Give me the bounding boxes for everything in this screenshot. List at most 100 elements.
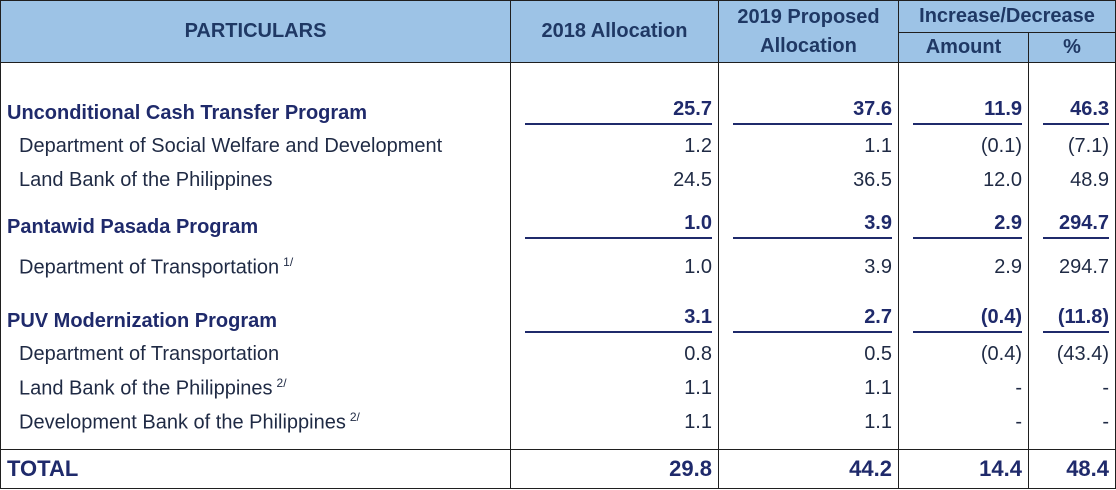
header-2019-line1: 2019 Proposed bbox=[737, 5, 880, 28]
program-amount: 2.9 bbox=[898, 197, 1029, 243]
program-2018: 3.1 bbox=[510, 291, 719, 337]
table-body: Unconditional Cash Transfer Program 25.7 3… bbox=[0, 62, 1116, 489]
program-percent-value: (11.8) bbox=[1043, 306, 1110, 333]
agency-2019: 1.1 bbox=[718, 371, 899, 405]
agency-amount: (0.4) bbox=[898, 337, 1029, 371]
agency-name-cell: Department of Transportation 1/ bbox=[0, 243, 511, 291]
agency-name-cell: Development Bank of the Philippines 2/ bbox=[0, 405, 511, 439]
agency-2019: 1.1 bbox=[718, 405, 899, 439]
program-amount: (0.4) bbox=[898, 291, 1029, 337]
footnote-marker: 2/ bbox=[349, 409, 360, 424]
program-2018-value: 25.7 bbox=[525, 98, 712, 125]
agency-2018: 0.8 bbox=[510, 337, 719, 371]
program-row: Unconditional Cash Transfer Program 25.7 3… bbox=[0, 83, 1116, 129]
agency-2018: 1.1 bbox=[510, 371, 719, 405]
program-percent: (11.8) bbox=[1027, 291, 1116, 337]
footnote-marker: 1/ bbox=[283, 254, 294, 269]
program-amount-value: 2.9 bbox=[913, 212, 1022, 239]
agency-name-cell: Land Bank of the Philippines 2/ bbox=[0, 371, 511, 405]
program-2019-value: 2.7 bbox=[733, 306, 892, 333]
spacer-row bbox=[0, 62, 1116, 83]
program-row: Pantawid Pasada Program 1.0 3.9 2.9 294.7 bbox=[0, 197, 1116, 243]
header-percent: % bbox=[1027, 32, 1116, 63]
agency-name: Land Bank of the Philippines bbox=[19, 377, 273, 400]
program-2019: 37.6 bbox=[718, 83, 899, 129]
program-2019-value: 37.6 bbox=[733, 98, 892, 125]
spacer-cell bbox=[0, 439, 511, 450]
agency-2019: 1.1 bbox=[718, 129, 899, 163]
header-particulars: PARTICULARS bbox=[0, 0, 511, 63]
table-header: PARTICULARS 2018 Allocation 2019 Propose… bbox=[0, 0, 1116, 63]
spacer-cell bbox=[898, 62, 1029, 83]
total-2019: 44.2 bbox=[718, 449, 899, 489]
agency-2018: 24.5 bbox=[510, 163, 719, 197]
agency-row: Land Bank of the Philippines 2/1.1 1.1- - bbox=[0, 371, 1116, 405]
agency-amount: - bbox=[898, 371, 1029, 405]
agency-name: Department of Transportation bbox=[19, 342, 280, 365]
agency-row: Department of Transportation 1/1.0 3.9 2.9 2… bbox=[0, 243, 1116, 291]
program-2019-value: 3.9 bbox=[733, 212, 892, 239]
header-2019-line2: Allocation bbox=[760, 34, 857, 57]
program-amount-value: 11.9 bbox=[913, 98, 1022, 125]
program-amount-value: (0.4) bbox=[913, 306, 1022, 333]
total-percent: 48.4 bbox=[1027, 449, 1116, 489]
agency-percent: - bbox=[1027, 405, 1116, 439]
agency-2019: 36.5 bbox=[718, 163, 899, 197]
agency-name: Development Bank of the Philippines bbox=[19, 411, 346, 434]
agency-name-cell: Land Bank of the Philippines bbox=[0, 163, 511, 197]
spacer-cell bbox=[0, 62, 511, 83]
program-name: Unconditional Cash Transfer Program bbox=[0, 83, 511, 129]
spacer-cell bbox=[510, 62, 719, 83]
program-percent-value: 46.3 bbox=[1043, 98, 1110, 125]
agency-amount: - bbox=[898, 405, 1029, 439]
spacer-cell bbox=[718, 439, 899, 450]
agency-2018: 1.2 bbox=[510, 129, 719, 163]
agency-row: Development Bank of the Philippines 2/1.1… bbox=[0, 405, 1116, 439]
program-row: PUV Modernization Program 3.1 2.7 (0.4) (11.… bbox=[0, 291, 1116, 337]
agency-row: Land Bank of the Philippines 24.5 36.5 12.0… bbox=[0, 163, 1116, 197]
agency-2018: 1.1 bbox=[510, 405, 719, 439]
agency-name: Department of Social Welfare and Develop… bbox=[19, 134, 443, 157]
agency-percent: - bbox=[1027, 371, 1116, 405]
header-2019-proposed-allocation: 2019 Proposed Allocation bbox=[718, 0, 899, 63]
program-percent: 294.7 bbox=[1027, 197, 1116, 243]
agency-2019: 0.5 bbox=[718, 337, 899, 371]
header-2018-allocation: 2018 Allocation bbox=[510, 0, 719, 63]
agency-name: Land Bank of the Philippines bbox=[19, 168, 273, 191]
program-2018-value: 1.0 bbox=[525, 212, 712, 239]
header-amount: Amount bbox=[898, 32, 1029, 63]
agency-percent: 48.9 bbox=[1027, 163, 1116, 197]
footnote-marker: 2/ bbox=[276, 375, 287, 390]
spacer-cell bbox=[1027, 62, 1116, 83]
program-amount: 11.9 bbox=[898, 83, 1029, 129]
agency-amount: 12.0 bbox=[898, 163, 1029, 197]
spacer-cell bbox=[898, 439, 1029, 450]
agency-percent: 294.7 bbox=[1027, 243, 1116, 291]
program-name: PUV Modernization Program bbox=[0, 291, 511, 337]
agency-name-cell: Department of Social Welfare and Develop… bbox=[0, 129, 511, 163]
agency-percent: (7.1) bbox=[1027, 129, 1116, 163]
program-percent-value: 294.7 bbox=[1043, 212, 1110, 239]
header-increase-decrease: Increase/Decrease bbox=[897, 0, 1116, 33]
agency-amount: 2.9 bbox=[898, 243, 1029, 291]
agency-row: Department of Social Welfare and Develop… bbox=[0, 129, 1116, 163]
agency-name: Department of Transportation bbox=[19, 256, 280, 279]
program-2018: 1.0 bbox=[510, 197, 719, 243]
agency-2018: 1.0 bbox=[510, 243, 719, 291]
total-2018: 29.8 bbox=[510, 449, 719, 489]
total-amount: 14.4 bbox=[898, 449, 1029, 489]
program-2018-value: 3.1 bbox=[525, 306, 712, 333]
program-name: Pantawid Pasada Program bbox=[0, 197, 511, 243]
spacer-cell bbox=[718, 62, 899, 83]
spacer-cell bbox=[1027, 439, 1116, 450]
bottom-pad-row bbox=[0, 439, 1116, 450]
program-2019: 2.7 bbox=[718, 291, 899, 337]
total-label: TOTAL bbox=[0, 449, 511, 489]
program-2019: 3.9 bbox=[718, 197, 899, 243]
agency-percent: (43.4) bbox=[1027, 337, 1116, 371]
program-percent: 46.3 bbox=[1027, 83, 1116, 129]
total-row: TOTAL 29.8 44.2 14.4 48.4 bbox=[0, 449, 1116, 489]
agency-name-cell: Department of Transportation bbox=[0, 337, 511, 371]
